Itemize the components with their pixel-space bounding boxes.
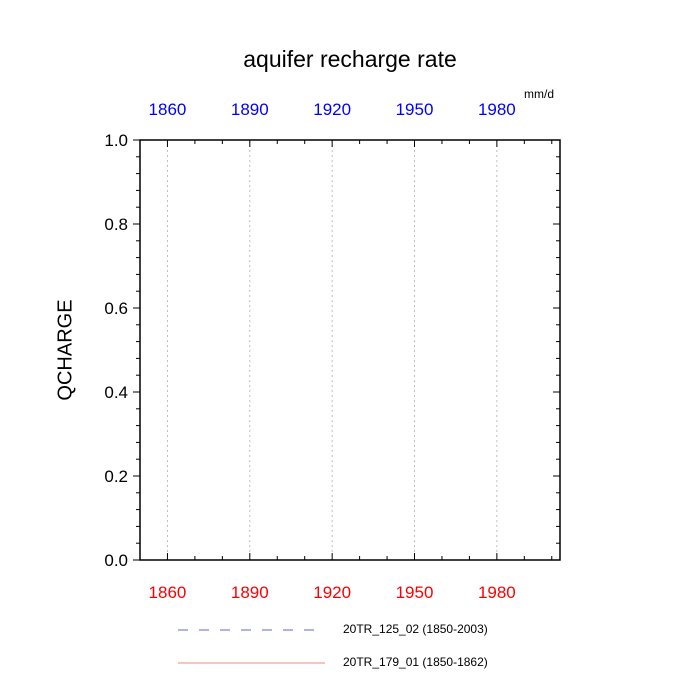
x-tick-label-top: 1980 — [478, 100, 516, 119]
x-tick-label-bottom: 1890 — [231, 583, 269, 602]
x-tick-label-bottom: 1860 — [149, 583, 187, 602]
legend — [178, 629, 325, 664]
axis-tick-labels: 0.0 0.2 0.4 0.6 0.8 1.0 1860 1860 1890 1890 1920 19… — [104, 100, 515, 602]
x-tick-label-bottom: 1950 — [396, 583, 434, 602]
y-tick-label: 0.2 — [104, 467, 128, 486]
units-label: mm/d — [524, 87, 554, 101]
x-tick-label-bottom: 1980 — [478, 583, 516, 602]
grid-lines — [167, 140, 498, 560]
legend-label: 20TR_125_02 (1850-2003) — [343, 622, 488, 636]
x-tick-label-top: 1890 — [231, 100, 269, 119]
y-tick-label: 0.8 — [104, 215, 128, 234]
y-tick-label: 0.0 — [104, 551, 128, 570]
plot-frame — [139, 139, 561, 561]
x-tick-label-bottom: 1920 — [313, 583, 351, 602]
x-tick-label-top: 1860 — [149, 100, 187, 119]
axis-ticks — [133, 139, 560, 561]
y-tick-label: 0.6 — [104, 299, 128, 318]
x-tick-label-top: 1920 — [313, 100, 351, 119]
y-tick-label: 1.0 — [104, 131, 128, 150]
legend-label: 20TR_179_01 (1850-1862) — [343, 655, 488, 669]
y-tick-label: 0.4 — [104, 383, 128, 402]
chart-title: aquifer recharge rate — [243, 46, 457, 72]
x-tick-label-top: 1950 — [396, 100, 434, 119]
